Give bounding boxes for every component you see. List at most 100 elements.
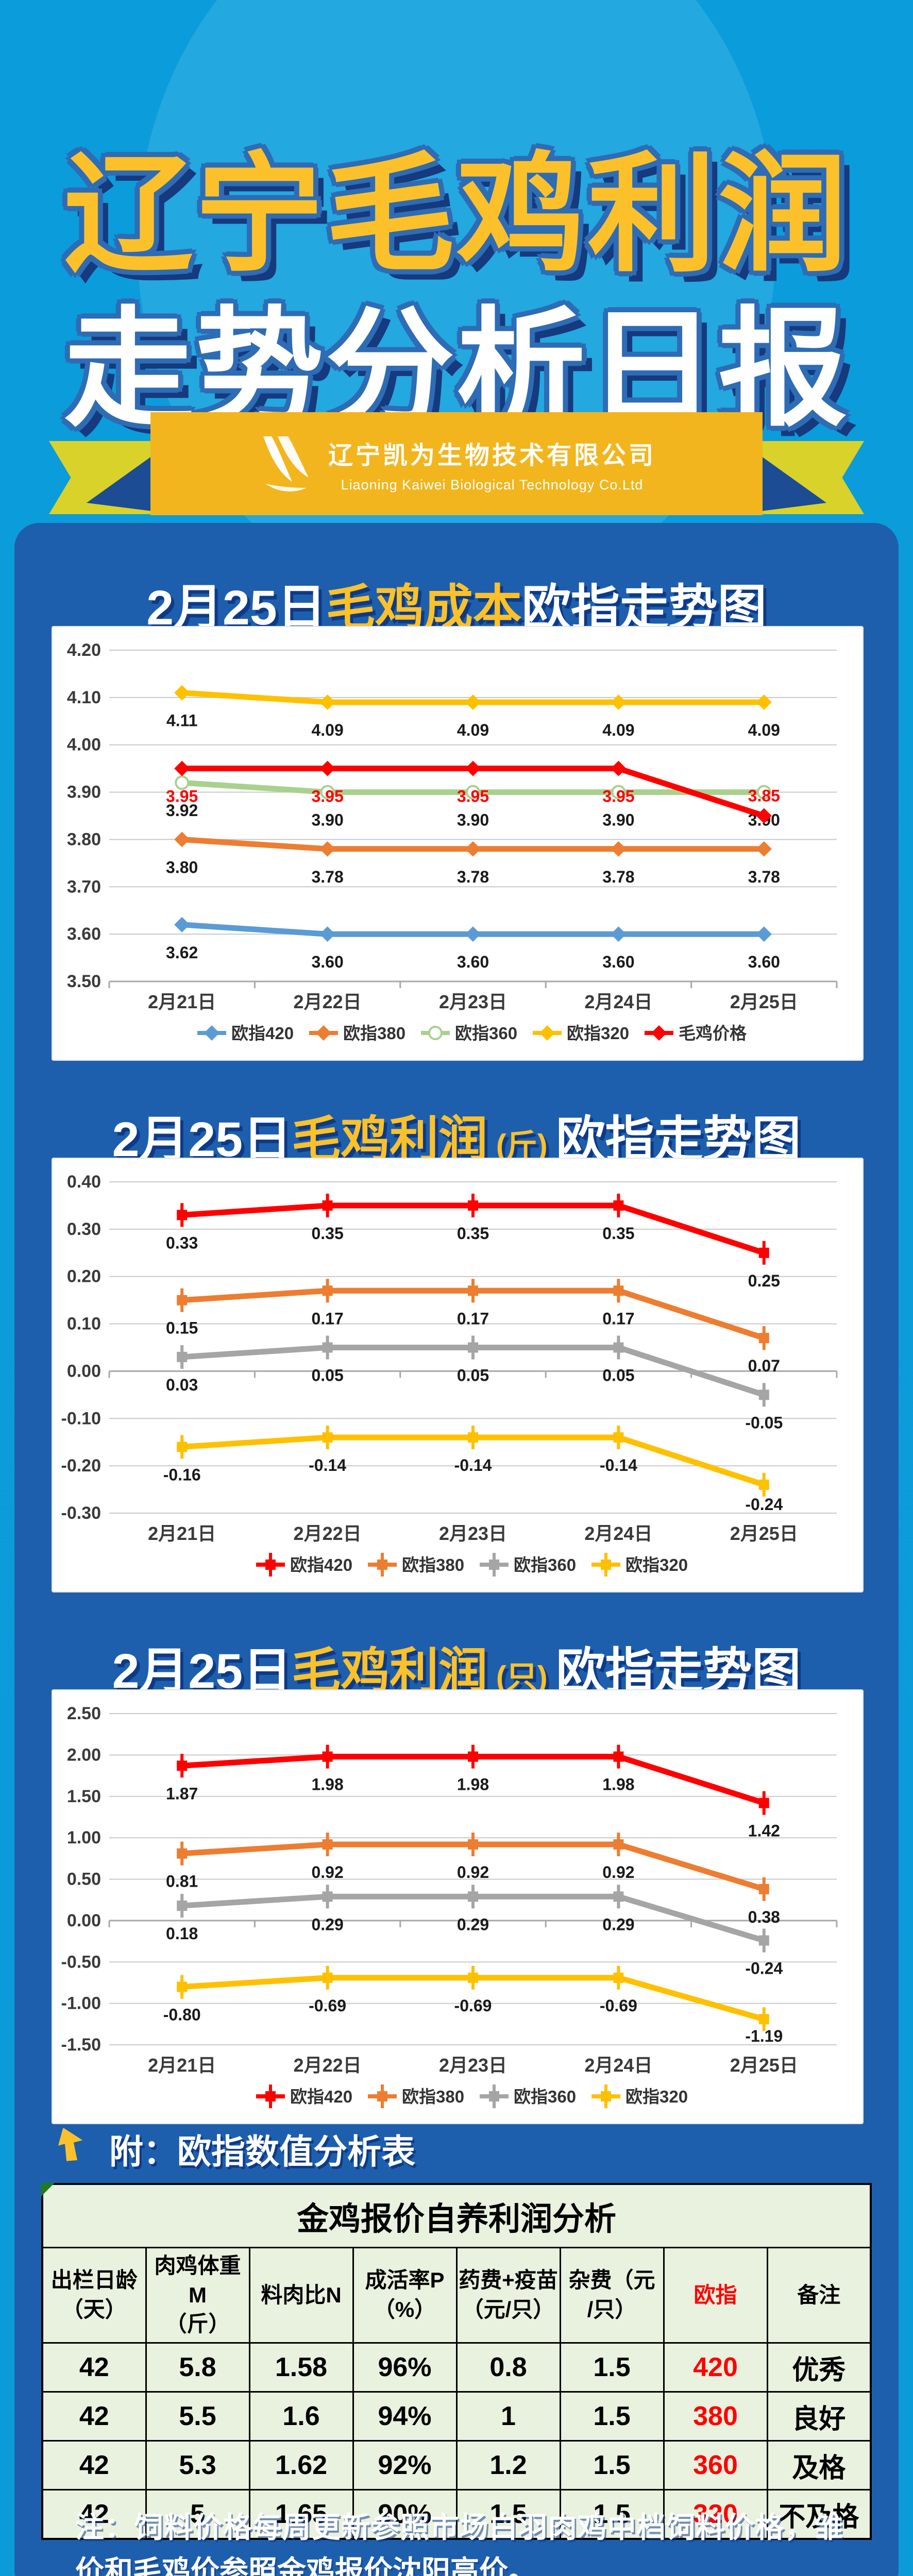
data-label: 0.17 [457, 1309, 489, 1328]
legend-label: 欧指360 [514, 2087, 576, 2106]
profit-per-jin-chart: 0.40 0.30 0.20 0.10 0.00 -0.10 -0.20 -0.30 2月21日… [61, 1172, 838, 1577]
legend-item: 毛鸡价格 [645, 1024, 747, 1043]
data-point-marker [611, 841, 627, 857]
legend-item: 欧指320 [591, 1553, 688, 1577]
chart-series-欧指360: 3.923.903.903.903.90 [166, 775, 780, 829]
y-tick-label: 3.80 [67, 829, 101, 849]
data-point-marker [174, 917, 190, 933]
data-point-marker [428, 1026, 443, 1040]
data-point-marker [319, 926, 335, 942]
x-tick-label: 2月21日 [148, 1523, 216, 1544]
chart-series-欧指320: -0.16 -0.14 -0.14 -0.14 -0.24 [163, 1426, 783, 1514]
data-label: 3.92 [166, 801, 198, 820]
column-header: 欧指 [663, 2246, 768, 2344]
data-label: 0.25 [748, 1272, 780, 1290]
x-tick-label: 2月21日 [148, 991, 216, 1012]
y-tick-label: -1.00 [61, 1994, 102, 2013]
chart-root: 2.50 2.00 1.50 1.00 0.50 0.00 -0.50 -1.00 -1.50 2… [61, 1704, 838, 2108]
table-cell: 380 [663, 2391, 768, 2442]
data-point-marker [539, 1025, 555, 1041]
table-cell: 42 [41, 2440, 147, 2491]
chart-series-欧指360: 0.03 0.05 0.05 0.05 -0.05 [166, 1335, 783, 1432]
y-tick-label: 1.50 [67, 1787, 101, 1806]
x-tick-label: 2月24日 [584, 991, 652, 1012]
data-label: 0.03 [166, 1376, 198, 1394]
table-cell: 1.5 [559, 2342, 665, 2393]
data-label: 0.35 [457, 1224, 489, 1243]
y-tick-label: 0.50 [67, 1870, 101, 1889]
data-point-marker [175, 775, 190, 790]
legend-item: 欧指420 [197, 1024, 294, 1043]
chart-series-欧指380: 0.81 0.92 0.92 0.92 0.38 [166, 1832, 780, 1926]
data-label: -0.69 [454, 1996, 492, 2015]
content-panel: 2月25日毛鸡成本欧指走势图 4.20 4.10 4.00 3.90 3.80 3.70 3… [14, 523, 899, 2576]
table-cell: 42 [41, 2342, 147, 2393]
data-label: 0.92 [602, 1863, 634, 1882]
data-label: 3.90 [457, 811, 489, 829]
y-tick-label: 0.10 [67, 1314, 101, 1334]
data-label: 0.92 [457, 1863, 489, 1882]
profit-per-bird-chart: 2.50 2.00 1.50 1.00 0.50 0.00 -0.50 -1.00 -1.50 2… [61, 1704, 838, 2108]
data-point-marker [174, 685, 190, 701]
y-tick-label: 1.00 [67, 1828, 101, 1848]
data-label: 0.05 [457, 1366, 489, 1385]
data-label: 1.42 [748, 1822, 780, 1840]
data-label: 0.38 [748, 1908, 780, 1926]
chart-series-毛鸡价格: 3.95 3.95 3.95 3.95 3.85 [166, 760, 780, 824]
y-tick-label: -0.30 [61, 1503, 102, 1523]
data-label: 4.09 [311, 721, 343, 739]
chart-title-part: (斤) [487, 1128, 556, 1163]
company-logo-icon [263, 436, 309, 492]
y-tick-label: 4.00 [67, 735, 101, 755]
x-tick-label: 2月23日 [439, 1523, 507, 1544]
data-point-marker [204, 1025, 219, 1041]
data-label: 4.09 [457, 721, 489, 739]
company-banner-bar: 辽宁凯为生物技术有限公司 Liaoning Kaiwei Biological … [150, 412, 763, 515]
data-label: 3.85 [748, 787, 780, 805]
legend-item: 欧指360 [480, 1553, 576, 1577]
table-row: 42 5.5 1.6 94% 1 1.5 380 良好 [41, 2391, 872, 2442]
chart3-card: 2.50 2.00 1.50 1.00 0.50 0.00 -0.50 -1.00 -1.50 2… [52, 1689, 864, 2124]
data-point-marker [756, 926, 772, 942]
table-cell: 1.2 [455, 2440, 561, 2491]
data-label: 0.81 [166, 1872, 198, 1891]
table-cell: 良好 [766, 2391, 872, 2442]
attach-label: 附：欧指数值分析表 [109, 2132, 415, 2171]
company-name-block: 辽宁凯为生物技术有限公司 Liaoning Kaiwei Biological … [328, 435, 656, 493]
chart-series-欧指360: 0.18 0.29 0.29 0.29 -0.24 [166, 1885, 783, 1977]
x-tick-label: 2月23日 [439, 991, 507, 1012]
data-label: 0.29 [311, 1915, 343, 1934]
footnote: 注：饲料价格每周更新参照市场白羽肉鸡中档饲料价格，雏价和毛鸡价参照金鸡报价沈阳高… [75, 2511, 843, 2576]
x-tick-label: 2月25日 [730, 2055, 798, 2076]
table-row: 42 5.3 1.62 92% 1.2 1.5 360 及格 [41, 2440, 872, 2491]
legend-label: 欧指320 [625, 1555, 688, 1574]
y-tick-label: -0.20 [61, 1456, 102, 1476]
data-label: 0.33 [166, 1233, 198, 1252]
data-label: -0.14 [600, 1456, 637, 1475]
legend-item: 欧指380 [368, 1553, 464, 1577]
y-tick-label: 4.10 [67, 688, 101, 707]
legend-item: 欧指380 [368, 2084, 464, 2108]
legend-item: 欧指320 [533, 1024, 629, 1043]
data-point-marker [465, 841, 481, 857]
x-tick-label: 2月21日 [148, 2055, 216, 2076]
y-tick-label: 3.50 [67, 972, 101, 991]
data-label: 3.60 [602, 953, 634, 971]
data-label: 1.98 [457, 1775, 489, 1794]
column-header: 料肉比N [248, 2246, 354, 2344]
chart1-card: 4.20 4.10 4.00 3.90 3.80 3.70 3.60 3.50 2月21日 2月2… [52, 626, 864, 1061]
analysis-table-wrap: 金鸡报价自养利润分析 出栏日龄 （天） 肉鸡体重M （斤） 料肉比N 成活率P （%） 药费+疫… [41, 2183, 872, 2540]
data-label: 3.95 [311, 787, 343, 806]
x-tick-label: 2月23日 [439, 2055, 507, 2076]
data-point-marker [465, 760, 481, 776]
data-label: 3.78 [602, 868, 634, 886]
page-title-line2: 走势分析日报 [64, 297, 849, 441]
data-label: 3.90 [602, 811, 634, 829]
y-tick-label: -0.10 [61, 1409, 102, 1428]
data-label: 4.11 [166, 711, 198, 730]
data-label: -0.24 [745, 1959, 783, 1977]
table-cell: 360 [663, 2440, 768, 2491]
table-cell: 1.58 [248, 2342, 354, 2393]
table-cell: 42 [41, 2489, 147, 2540]
y-tick-label: 0.40 [67, 1172, 101, 1192]
